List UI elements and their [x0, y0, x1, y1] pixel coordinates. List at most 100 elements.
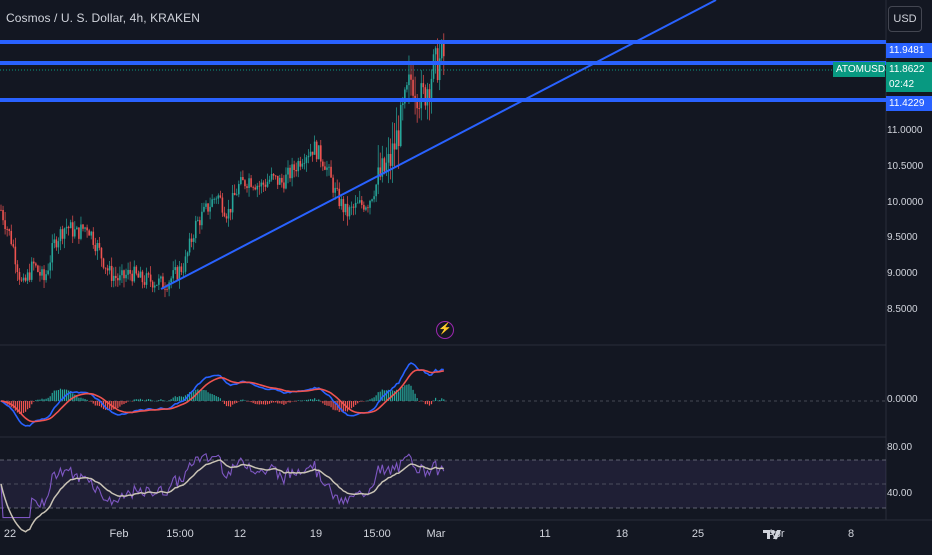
- candle-body: [151, 281, 154, 288]
- macd-histogram-bar: [363, 401, 365, 402]
- macd-histogram-bar: [20, 401, 23, 415]
- macd-histogram-bar: [260, 401, 262, 405]
- candle-body: [399, 104, 402, 147]
- candle-body: [39, 271, 41, 276]
- macd-histogram-bar: [141, 399, 144, 401]
- candle-body: [404, 89, 406, 104]
- level-low-tag: 11.4229: [886, 96, 932, 111]
- candle-body: [332, 177, 334, 193]
- candle-body: [426, 89, 429, 106]
- macd-histogram-bar: [219, 398, 221, 401]
- macd-histogram-bar: [258, 401, 260, 405]
- macd-histogram-bar: [373, 397, 375, 401]
- macd-histogram-bar: [22, 401, 25, 413]
- tradingview-logo[interactable]: [762, 528, 786, 543]
- macd-histogram-bar: [428, 401, 431, 406]
- candle-body: [201, 211, 203, 226]
- time-axis-label: 18: [615, 528, 629, 540]
- macd-histogram-bar: [80, 397, 82, 401]
- trendline[interactable]: [160, 0, 717, 290]
- macd-histogram-bar: [158, 399, 160, 401]
- time-axis-label: 8: [847, 528, 855, 540]
- macd-histogram-bar: [328, 401, 330, 406]
- candle-body: [205, 203, 207, 207]
- macd-histogram-bar: [387, 389, 390, 401]
- macd-histogram-bar: [398, 391, 400, 401]
- candle-body: [24, 277, 27, 281]
- macd-histogram-bar: [281, 401, 283, 404]
- candle-body: [334, 187, 336, 193]
- candle-body: [317, 145, 320, 160]
- candle-body: [309, 151, 312, 156]
- candle-body: [106, 268, 109, 271]
- macd-histogram-bar: [215, 396, 217, 401]
- candle-body: [117, 278, 119, 281]
- price-axis-label: 9.0000: [887, 268, 918, 279]
- macd-histogram-bar: [406, 384, 408, 401]
- candle-body: [71, 222, 74, 237]
- macd-histogram-bar: [154, 400, 156, 402]
- candle-body: [299, 161, 302, 167]
- price-axis-label: 8.5000: [887, 304, 918, 315]
- candle-body: [397, 130, 400, 147]
- candle-body: [115, 275, 117, 279]
- candle-body: [149, 274, 152, 282]
- macd-histogram-bar: [318, 399, 320, 401]
- macd-histogram-bar: [305, 399, 308, 401]
- macd-histogram-bar: [330, 401, 332, 408]
- macd-histogram-bar: [314, 398, 316, 401]
- candle-body: [199, 220, 201, 226]
- macd-histogram-bar: [131, 401, 133, 402]
- candle-body: [0, 209, 2, 211]
- macd-histogram-bar: [342, 401, 344, 413]
- candle-body: [229, 208, 232, 213]
- candle-body: [391, 143, 394, 166]
- macd-histogram-bar: [244, 400, 246, 401]
- macd-histogram-bar: [139, 398, 141, 401]
- macd-histogram-bar: [148, 399, 150, 401]
- candle-body: [235, 194, 238, 196]
- macd-histogram-bar: [320, 401, 322, 402]
- candle-body: [82, 224, 84, 229]
- candle-body: [430, 78, 433, 99]
- candle-body: [84, 227, 86, 229]
- candle-body: [231, 192, 234, 213]
- macd-histogram-bar: [375, 395, 377, 401]
- macd-histogram-bar: [37, 399, 39, 401]
- macd-histogram-bar: [160, 399, 162, 401]
- candle-body: [197, 220, 199, 221]
- macd-histogram-bar: [385, 390, 387, 401]
- candle-body: [428, 89, 431, 99]
- candle-body: [67, 226, 70, 229]
- macd-histogram-bar: [309, 399, 312, 401]
- candle-body: [63, 228, 66, 239]
- candle-body: [57, 241, 60, 248]
- candle-body: [408, 74, 410, 86]
- candle-body: [129, 269, 131, 274]
- macd-histogram-bar: [199, 390, 201, 401]
- rsi-line: [0, 452, 445, 519]
- candle-body: [324, 166, 326, 170]
- currency-button[interactable]: USD: [888, 6, 922, 32]
- candle-body: [43, 269, 45, 281]
- candle-body: [338, 188, 341, 207]
- candle-body: [344, 203, 347, 213]
- macd-histogram-bar: [273, 401, 275, 403]
- candle-body: [297, 161, 300, 172]
- macd-histogram-bar: [178, 396, 180, 401]
- macd-histogram-bar: [143, 400, 146, 402]
- candle-body: [41, 269, 43, 276]
- lightning-icon[interactable]: ⚡: [436, 321, 454, 339]
- macd-histogram-bar: [232, 401, 234, 405]
- macd-histogram-bar: [389, 391, 392, 401]
- candle-body: [225, 216, 228, 219]
- candle-body: [156, 284, 158, 286]
- macd-histogram-bar: [361, 401, 363, 402]
- macd-histogram-bar: [439, 400, 441, 401]
- macd-histogram-bar: [14, 401, 16, 411]
- macd-histogram-bar: [242, 399, 244, 401]
- macd-histogram-bar: [322, 401, 324, 404]
- candle-body: [108, 265, 111, 271]
